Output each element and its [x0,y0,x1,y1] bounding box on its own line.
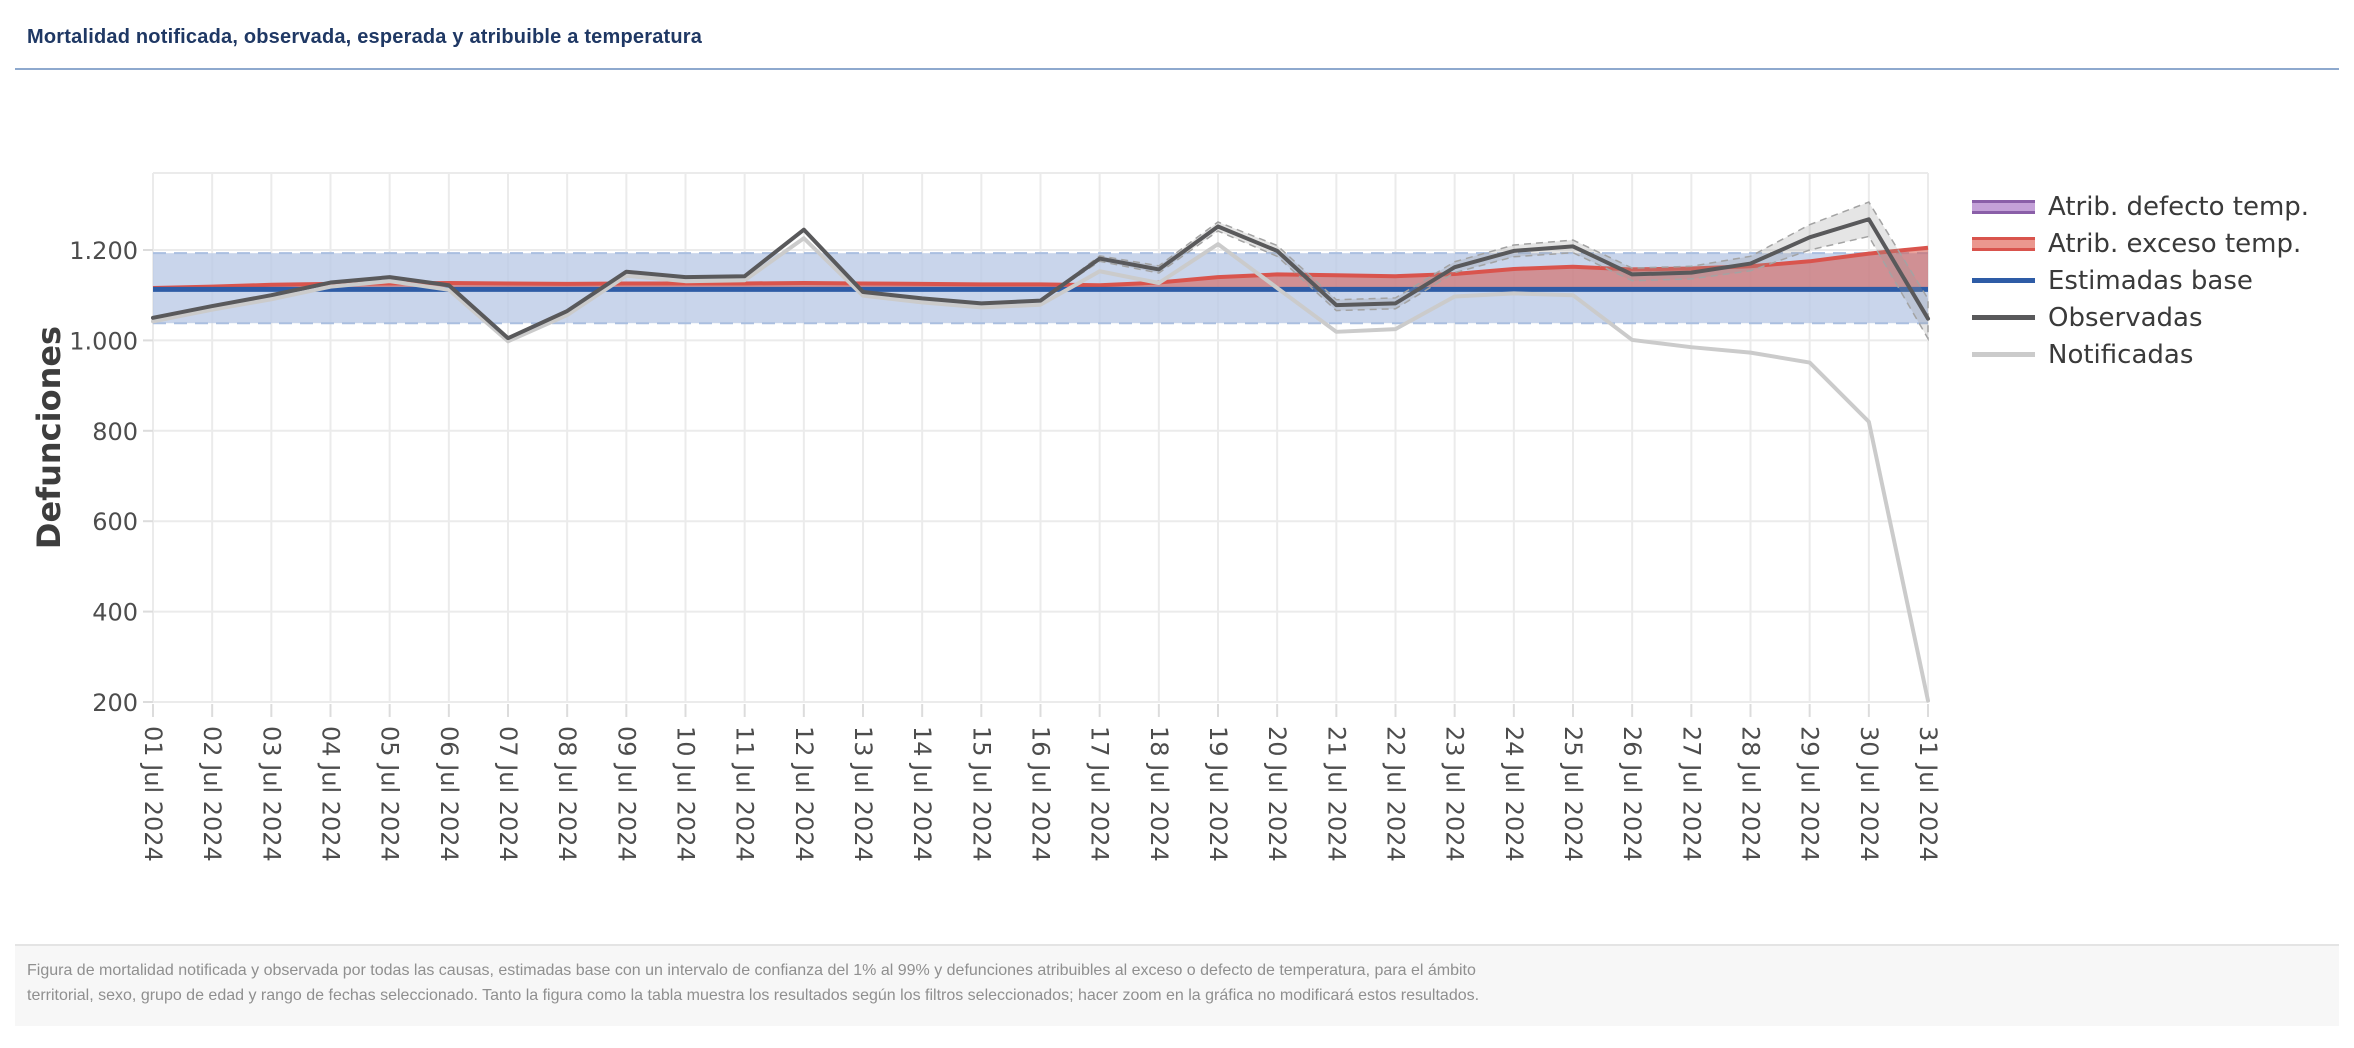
x-tick-label: 22 Jul 2024 [1382,726,1410,862]
series-atrib-exceso [152,245,1929,290]
legend-line-swatch [1972,278,2035,283]
x-tick-label: 05 Jul 2024 [376,726,404,862]
y-tick-label: 400 [92,599,138,627]
legend-line-swatch [1972,315,2035,320]
legend-item-atrib-exceso-temp[interactable]: Atrib. exceso temp. [1972,225,2309,262]
x-tick-label: 31 Jul 2024 [1914,726,1942,862]
chart-legend: Atrib. defecto temp. Atrib. exceso temp. E… [1972,188,2309,373]
x-tick-label: 24 Jul 2024 [1500,726,1528,862]
mortality-chart[interactable]: 200 400 600 800 1.000 1.200 Defunciones 01 Jul … [0,0,2354,940]
footer-note: Figura de mortalidad notificada y observ… [15,944,2339,1026]
y-axis-title: Defunciones [30,326,68,549]
legend-band-swatch [1972,199,2035,214]
legend-item-observadas[interactable]: Observadas [1972,299,2309,336]
x-tick-label: 04 Jul 2024 [317,726,345,862]
x-tick-label: 19 Jul 2024 [1204,726,1232,862]
legend-label: Atrib. exceso temp. [2048,228,2302,259]
x-tick-label: 11 Jul 2024 [731,726,759,862]
x-tick-label: 28 Jul 2024 [1737,726,1765,862]
series-observadas-line [151,217,1930,341]
legend-item-notificadas[interactable]: Notificadas [1972,336,2309,373]
x-tick-label: 10 Jul 2024 [672,726,700,862]
x-tick-label: 03 Jul 2024 [257,726,285,862]
x-tick-label: 16 Jul 2024 [1027,726,1055,862]
x-tick-label: 14 Jul 2024 [908,726,936,862]
footer-note-text: Figura de mortalidad notificada y observ… [27,962,1480,1004]
x-tick-label: 01 Jul 2024 [139,726,167,862]
x-tick-label: 20 Jul 2024 [1263,726,1291,862]
x-tick-label: 13 Jul 2024 [849,726,877,862]
y-tick-label: 200 [92,689,138,717]
legend-label: Estimadas base [2048,265,2253,296]
x-tick-label: 06 Jul 2024 [435,726,463,862]
x-tick-label: 08 Jul 2024 [553,726,581,862]
x-tick-label: 17 Jul 2024 [1086,726,1114,862]
plot-area[interactable] [153,173,1928,702]
y-tick-label: 1.000 [69,327,138,355]
x-tick-label: 25 Jul 2024 [1559,726,1587,862]
legend-item-estimadas-base[interactable]: Estimadas base [1972,262,2309,299]
legend-label: Observadas [2048,302,2203,333]
x-tick-label: 02 Jul 2024 [198,726,226,862]
legend-item-atrib-defecto-temp[interactable]: Atrib. defecto temp. [1972,188,2309,225]
page-title: Mortalidad notificada, observada, espera… [27,26,703,48]
x-tick-label: 12 Jul 2024 [790,726,818,862]
legend-line-swatch [1972,352,2035,357]
y-tick-label: 1.200 [69,237,138,265]
legend-band-swatch [1972,236,2035,251]
x-tick-label: 21 Jul 2024 [1322,726,1350,862]
legend-label: Notificadas [2048,339,2194,370]
x-tick-label: 30 Jul 2024 [1855,726,1883,862]
x-tick-label: 29 Jul 2024 [1796,726,1824,862]
x-tick-label: 23 Jul 2024 [1441,726,1469,862]
exceso-area-fill [153,247,1928,290]
title-divider [15,68,2339,70]
x-tick-label: 07 Jul 2024 [494,726,522,862]
x-tick-label: 18 Jul 2024 [1145,726,1173,862]
series-notificadas-line [151,236,1930,703]
y-tick-label: 800 [92,418,138,446]
x-tick-label: 27 Jul 2024 [1677,726,1705,862]
legend-label: Atrib. defecto temp. [2048,191,2310,222]
y-axis: 200 400 600 800 1.000 1.200 [69,237,153,717]
exceso-upper-line [152,245,1929,290]
y-tick-label: 600 [92,508,138,536]
x-axis: 01 Jul 2024 02 Jul 2024 03 Jul 2024 04 Jul … [139,704,1942,862]
x-tick-label: 15 Jul 2024 [967,726,995,862]
x-tick-label: 26 Jul 2024 [1618,726,1646,862]
x-tick-label: 09 Jul 2024 [612,726,640,862]
